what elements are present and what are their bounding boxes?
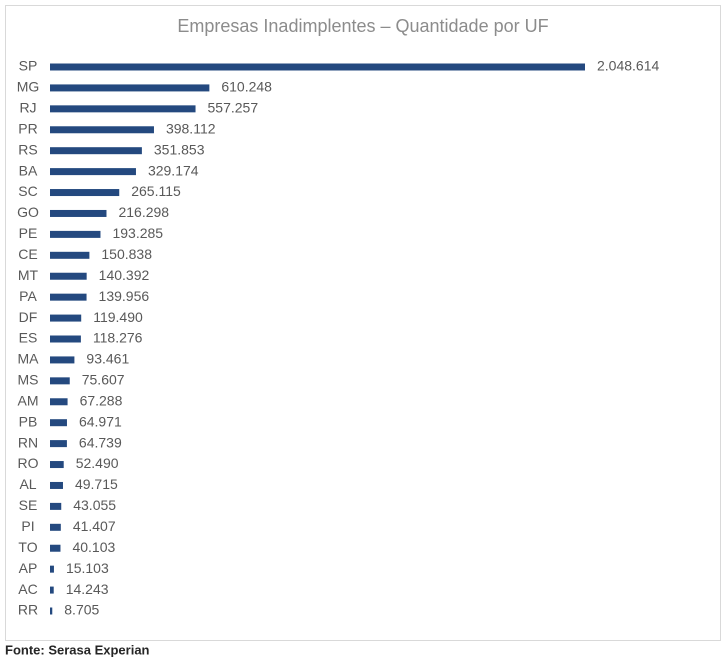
bar bbox=[50, 209, 107, 217]
value-label: 67.288 bbox=[80, 392, 123, 408]
bar bbox=[50, 105, 196, 113]
chart-title: Empresas Inadimplentes – Quantidade por … bbox=[177, 16, 548, 36]
y-tick-label: PE bbox=[19, 225, 38, 241]
bar bbox=[50, 230, 101, 238]
y-tick-label: RR bbox=[18, 602, 38, 618]
bar bbox=[50, 335, 81, 343]
bar bbox=[50, 565, 54, 573]
bar bbox=[50, 398, 68, 406]
value-label: 150.838 bbox=[101, 246, 152, 262]
y-tick-label: TO bbox=[18, 539, 37, 555]
y-tick-label: AM bbox=[18, 392, 39, 408]
value-label: 41.407 bbox=[73, 518, 116, 534]
y-tick-label: PA bbox=[19, 288, 37, 304]
y-tick-label: RN bbox=[18, 434, 38, 450]
value-label: 193.285 bbox=[112, 225, 163, 241]
y-tick-label: CE bbox=[18, 246, 37, 262]
y-tick-label: SC bbox=[18, 183, 37, 199]
bar bbox=[50, 607, 53, 615]
bar bbox=[50, 481, 63, 489]
y-tick-label: DF bbox=[19, 309, 38, 325]
value-label: 118.276 bbox=[93, 330, 143, 346]
y-tick-label: RO bbox=[18, 455, 39, 471]
value-label: 93.461 bbox=[86, 351, 129, 367]
y-tick-label: AL bbox=[19, 476, 36, 492]
value-label: 52.490 bbox=[76, 455, 119, 471]
bar bbox=[50, 126, 154, 134]
bar bbox=[50, 63, 585, 71]
value-label: 139.956 bbox=[99, 288, 150, 304]
value-label: 351.853 bbox=[154, 141, 205, 157]
y-tick-label: BA bbox=[19, 162, 38, 178]
bar bbox=[50, 272, 87, 280]
y-tick-label: AP bbox=[19, 560, 38, 576]
y-tick-label: SE bbox=[19, 497, 38, 513]
y-tick-label: MA bbox=[18, 351, 40, 367]
bar bbox=[50, 189, 120, 197]
bar bbox=[50, 440, 67, 448]
bar bbox=[50, 356, 75, 364]
y-tick-label: PR bbox=[18, 120, 37, 136]
value-label: 75.607 bbox=[82, 372, 125, 388]
bar bbox=[50, 314, 82, 322]
y-tick-label: MG bbox=[17, 79, 40, 95]
value-label: 43.055 bbox=[73, 497, 116, 513]
y-tick-label: GO bbox=[17, 204, 39, 220]
y-tick-label: MS bbox=[18, 372, 39, 388]
value-label: 40.103 bbox=[72, 539, 115, 555]
bar bbox=[50, 147, 142, 155]
bar bbox=[50, 544, 61, 552]
value-label: 49.715 bbox=[75, 476, 118, 492]
value-label: 265.115 bbox=[131, 183, 181, 199]
value-label: 119.490 bbox=[93, 309, 143, 325]
bar bbox=[50, 377, 70, 385]
y-tick-label: AC bbox=[18, 581, 37, 597]
value-label: 2.048.614 bbox=[597, 58, 659, 74]
bar bbox=[50, 502, 62, 510]
value-label: 610.248 bbox=[221, 79, 272, 95]
y-tick-label: MT bbox=[18, 267, 39, 283]
bar bbox=[50, 168, 136, 176]
value-label: 64.739 bbox=[79, 434, 122, 450]
value-label: 557.257 bbox=[208, 100, 259, 116]
bar bbox=[50, 586, 54, 594]
bar bbox=[50, 293, 87, 301]
value-label: 15.103 bbox=[66, 560, 109, 576]
value-label: 140.392 bbox=[99, 267, 150, 283]
bar bbox=[50, 461, 64, 469]
y-tick-label: ES bbox=[19, 330, 38, 346]
value-label: 14.243 bbox=[66, 581, 109, 597]
value-label: 398.112 bbox=[166, 120, 216, 136]
bar bbox=[50, 251, 90, 259]
y-tick-label: PB bbox=[19, 413, 38, 429]
value-label: 329.174 bbox=[148, 162, 199, 178]
y-tick-label: RS bbox=[18, 141, 37, 157]
bar bbox=[50, 419, 67, 427]
value-label: 64.971 bbox=[79, 413, 122, 429]
value-label: 8.705 bbox=[64, 602, 99, 618]
bar bbox=[50, 523, 61, 531]
bar bbox=[50, 84, 210, 92]
value-label: 216.298 bbox=[118, 204, 169, 220]
y-tick-label: RJ bbox=[19, 100, 36, 116]
y-tick-label: SP bbox=[19, 58, 38, 74]
y-tick-label: PI bbox=[21, 518, 34, 534]
source-note: Fonte: Serasa Experian bbox=[5, 642, 150, 657]
